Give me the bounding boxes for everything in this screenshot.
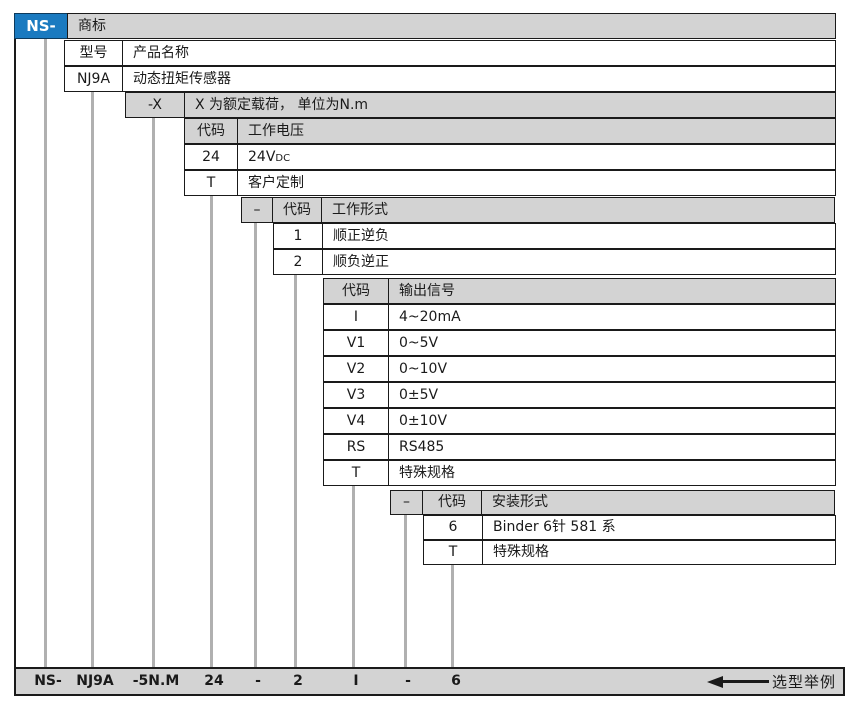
example-label: 选型举例 (771, 673, 836, 691)
voltage-label-cell: 客户定制 (237, 170, 836, 196)
signal-label-cell: 特殊规格 (388, 460, 836, 486)
trademark-label-cell: 商标 (67, 13, 836, 39)
left-arrow-icon (706, 675, 723, 688)
example-item-brand: NS- (34, 673, 62, 689)
voltage-header-row: 代码 工作电压 (184, 118, 836, 144)
direction-label-cell: 顺负逆正 (322, 249, 836, 275)
signal-label-cell: 0~5V (388, 330, 836, 356)
direction-label-cell: 顺正逆负 (322, 223, 836, 249)
signal-code-cell: V1 (323, 330, 389, 356)
trademark-row: NS- 商标 (14, 13, 836, 39)
signal-header-row: 代码 输出信号 (323, 278, 836, 304)
mount-header-code-cell: 代码 (422, 490, 482, 515)
direction-row-2: 2 顺负逆正 (273, 249, 836, 275)
voltage-header-code-cell: 代码 (184, 118, 238, 144)
mount-dash-cell: – (390, 490, 423, 515)
example-item-direction: 2 (293, 673, 303, 689)
load-code-cell: -X (125, 92, 185, 118)
leader-line-load (152, 117, 155, 667)
example-item-load: -5N.M (132, 673, 180, 689)
direction-code-cell: 2 (273, 249, 323, 275)
signal-code-cell: V3 (323, 382, 389, 408)
direction-header-row: – 代码 工作形式 (241, 197, 835, 223)
brand-code-cell: NS- (14, 13, 68, 39)
direction-header-code-cell: 代码 (272, 197, 322, 223)
arrow-shaft (722, 680, 769, 683)
voltage-code-cell: 24 (184, 144, 238, 170)
mount-header-label-cell: 安装形式 (481, 490, 835, 515)
voltage-label-cell: 24VDC (237, 144, 836, 170)
signal-code-cell: V4 (323, 408, 389, 434)
example-item-voltage: 24 (204, 673, 224, 689)
voltage-value-subscript: DC (275, 153, 291, 164)
signal-row-T: T 特殊规格 (323, 460, 836, 486)
voltage-header-label-cell: 工作电压 (237, 118, 836, 144)
example-item-mount: 6 (451, 673, 461, 689)
model-code-cell: NJ9A (64, 66, 123, 92)
example-item-dash2: - (405, 673, 411, 689)
model-name-cell: 动态扭矩传感器 (122, 66, 836, 92)
voltage-code-cell: T (184, 170, 238, 196)
mount-label-cell: Binder 6针 581 系 (482, 515, 836, 540)
signal-label-cell: 0±10V (388, 408, 836, 434)
leader-line-brand (44, 39, 47, 667)
mount-header-row: – 代码 安装形式 (390, 490, 835, 515)
mount-row-T: T 特殊规格 (423, 540, 836, 565)
mount-row-6: 6 Binder 6针 581 系 (423, 515, 836, 540)
signal-row-V4: V4 0±10V (323, 408, 836, 434)
signal-header-code-cell: 代码 (323, 278, 389, 304)
model-row: NJ9A 动态扭矩传感器 (64, 66, 836, 92)
direction-row-1: 1 顺正逆负 (273, 223, 836, 249)
signal-row-I: I 4~20mA (323, 304, 836, 330)
signal-label-cell: 4~20mA (388, 304, 836, 330)
example-item-signal: I (353, 673, 359, 689)
example-item-dash1: - (255, 673, 261, 689)
mount-code-cell: T (423, 540, 483, 565)
signal-code-cell: T (323, 460, 389, 486)
signal-label-cell: RS485 (388, 434, 836, 460)
leader-line-left-bracket (14, 38, 16, 667)
example-pointer: 选型举例 (706, 669, 836, 694)
signal-header-label-cell: 输出信号 (388, 278, 836, 304)
model-header-row: 型号 产品名称 (64, 40, 836, 66)
signal-row-V3: V3 0±5V (323, 382, 836, 408)
direction-header-label-cell: 工作形式 (321, 197, 835, 223)
signal-label-cell: 0±5V (388, 382, 836, 408)
leader-line-voltage (210, 196, 213, 667)
signal-row-V2: V2 0~10V (323, 356, 836, 382)
leader-line-dash2 (404, 514, 407, 667)
leader-line-model (91, 91, 94, 667)
mount-label-cell: 特殊规格 (482, 540, 836, 565)
signal-label-cell: 0~10V (388, 356, 836, 382)
load-desc-cell: X 为额定载荷， 单位为N.m (184, 92, 836, 118)
direction-dash-cell: – (241, 197, 273, 223)
leader-line-dash1 (254, 222, 257, 667)
model-header-name-cell: 产品名称 (122, 40, 836, 66)
mount-code-cell: 6 (423, 515, 483, 540)
model-header-code-cell: 型号 (64, 40, 123, 66)
leader-line-direction (294, 274, 297, 667)
signal-code-cell: V2 (323, 356, 389, 382)
signal-code-cell: RS (323, 434, 389, 460)
example-item-model: NJ9A (76, 673, 114, 689)
example-code-bar: NS- NJ9A -5N.M 24 - 2 I - 6 选型举例 (14, 667, 845, 696)
signal-row-RS: RS RS485 (323, 434, 836, 460)
signal-row-V1: V1 0~5V (323, 330, 836, 356)
voltage-row-custom: T 客户定制 (184, 170, 836, 196)
leader-line-mount (451, 564, 454, 667)
rated-load-row: -X X 为额定载荷， 单位为N.m (125, 92, 836, 118)
signal-code-cell: I (323, 304, 389, 330)
leader-line-signal (352, 485, 355, 667)
voltage-value-text: 24V (248, 149, 276, 165)
voltage-row-24: 24 24VDC (184, 144, 836, 170)
direction-code-cell: 1 (273, 223, 323, 249)
